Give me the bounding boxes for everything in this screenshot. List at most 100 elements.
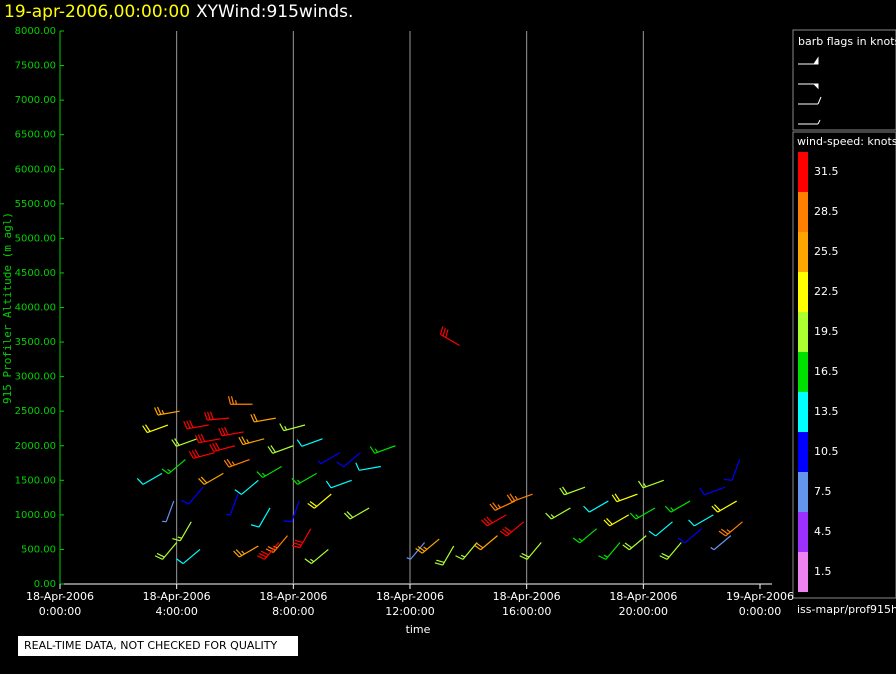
wind-barb (256, 465, 282, 479)
wind-barb (481, 514, 507, 527)
colorbar-title: wind-speed: knots (797, 135, 896, 148)
colorbar-label: 31.5 (814, 165, 839, 178)
wind-barb (489, 500, 516, 511)
x-tick-label: 18-Apr-2006 (376, 590, 444, 603)
wind-barb (279, 423, 306, 432)
wind-barb (250, 507, 271, 528)
wind-barb (355, 462, 381, 471)
y-tick-label: 7500.00 (15, 61, 56, 72)
colorbar-label: 4.5 (814, 525, 832, 538)
x-tick-label: 18-Apr-2006 (259, 590, 327, 603)
colorbar-swatch (798, 512, 808, 552)
wind-barb (188, 449, 215, 459)
x-tick-label: 19-Apr-2006 (726, 590, 794, 603)
y-tick-label: 5000.00 (15, 233, 56, 244)
wind-barb (171, 438, 198, 447)
source-label: iss-mapr/prof915h (797, 603, 896, 616)
colorbar-swatch (798, 432, 808, 472)
x-axis-label: time (406, 623, 431, 636)
y-tick-label: 6000.00 (15, 164, 56, 175)
wind-barb (519, 542, 542, 560)
wind-barb (226, 493, 239, 516)
wind-barb (203, 411, 230, 421)
wind-barb (718, 521, 743, 537)
wind-barb (227, 396, 253, 405)
wind-barb (664, 500, 691, 513)
colorbar-label: 13.5 (814, 405, 839, 418)
wind-barb (637, 479, 664, 489)
x-tick-label: 18-Apr-2006 (26, 590, 94, 603)
y-tick-label: 2000.00 (15, 441, 56, 452)
colorbar-swatch (798, 392, 808, 432)
wind-barb (233, 545, 259, 558)
wind-barb (154, 406, 180, 416)
wind-barb (629, 507, 656, 520)
quality-note: REAL-TIME DATA, NOT CHECKED FOR QUALITY (24, 639, 278, 652)
wind-barb (154, 542, 178, 560)
y-tick-label: 4500.00 (15, 268, 56, 279)
wind-barb (283, 500, 300, 523)
x-tick-label: 0:00:00 (39, 605, 81, 618)
wind-barb (499, 521, 525, 537)
x-tick-label: 18-Apr-2006 (609, 590, 677, 603)
wind-barb (603, 514, 630, 527)
y-tick-label: 4000.00 (15, 303, 56, 314)
wind-barb (291, 528, 312, 549)
colorbar-label: 19.5 (814, 325, 839, 338)
wind-barb (223, 458, 250, 468)
wind-barb (317, 452, 341, 465)
wind-barb (434, 545, 455, 566)
y-tick-label: 3500.00 (15, 337, 56, 348)
wind-barb (545, 507, 571, 520)
wind-barb (688, 514, 714, 527)
wind-barb (142, 424, 169, 434)
colorbar-swatch (798, 152, 808, 192)
wind-barb (659, 542, 682, 560)
colorbar-swatch (798, 352, 808, 392)
y-tick-label: 6500.00 (15, 130, 56, 141)
wind-barb (473, 535, 498, 551)
wind-barb (710, 535, 732, 551)
wind-barb (162, 500, 175, 523)
chart-title: XYWind:915winds. (196, 2, 353, 22)
y-tick-label: 8000.00 (15, 26, 56, 37)
wind-barb (256, 542, 280, 560)
wind-barb (711, 500, 737, 513)
wind-barb (648, 521, 673, 537)
colorbar-label: 25.5 (814, 245, 839, 258)
barb-legend-box (792, 29, 896, 131)
wind-barb (583, 500, 609, 513)
wind-barb (307, 493, 332, 509)
y-tick-label: 1000.00 (15, 510, 56, 521)
y-axis-label: 915 Profiler Altitude (m agl) (1, 212, 14, 404)
wind-barb (267, 445, 294, 454)
wind-barb (198, 472, 224, 485)
wind-barb (296, 438, 323, 447)
y-tick-label: 3000.00 (15, 372, 56, 383)
x-tick-label: 18-Apr-2006 (493, 590, 561, 603)
y-tick-label: 500.00 (21, 544, 56, 555)
x-tick-label: 8:00:00 (272, 605, 314, 618)
wind-barb (406, 542, 426, 560)
wind-barb (161, 459, 186, 475)
colorbar-label: 10.5 (814, 445, 839, 458)
barb-legend-title: barb flags in knots (798, 35, 896, 48)
y-tick-label: 0.00 (34, 579, 56, 590)
colorbar-swatch (798, 552, 808, 592)
wind-barb (439, 326, 460, 347)
wind-barb (183, 420, 209, 430)
x-tick-label: 16:00:00 (502, 605, 551, 618)
note-box (18, 636, 298, 656)
colorbar-box (792, 131, 896, 599)
wind-barb (325, 479, 352, 489)
wind-barb (291, 472, 317, 485)
colorbar-swatch (798, 472, 808, 512)
wind-barb (176, 548, 201, 565)
wind-barb (415, 538, 440, 554)
wind-barb (611, 493, 638, 503)
wind-barb (343, 507, 370, 520)
wind-barb (677, 528, 703, 544)
colorbar-label: 7.5 (814, 485, 832, 498)
wind-barb (250, 413, 276, 423)
